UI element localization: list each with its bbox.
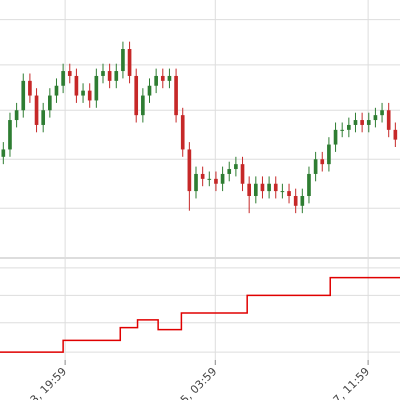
x-tick-label: 7, 11:59 [331, 365, 373, 400]
candle-body [187, 149, 192, 192]
candle-body [366, 120, 371, 125]
candle-body [353, 120, 358, 125]
candle-body [141, 95, 145, 116]
candle-body [174, 75, 178, 116]
step-line [0, 276, 400, 353]
candle-body [320, 159, 325, 165]
candle-body [393, 129, 398, 140]
candle-body [121, 49, 125, 72]
candle-body [81, 90, 85, 96]
candle-body [220, 173, 225, 184]
candle-body [74, 75, 79, 96]
candle-body [300, 196, 305, 206]
candle-body [194, 173, 198, 192]
candle-body [28, 80, 32, 96]
candle-body [114, 71, 119, 81]
candle-body [48, 95, 52, 111]
candle-body [87, 90, 92, 101]
candle-body [94, 75, 99, 101]
candle-body [54, 85, 59, 96]
candle-body [14, 110, 19, 121]
candle-body [134, 75, 139, 116]
candle-body [154, 75, 158, 86]
candle-body [287, 191, 291, 196]
candle-body [234, 164, 238, 170]
candle-body [386, 110, 391, 130]
candle-body [307, 173, 311, 196]
candle-body [214, 178, 218, 184]
candle-body [373, 115, 378, 121]
candle-body [260, 183, 265, 192]
candle-body [293, 196, 298, 206]
candle-body [147, 85, 152, 96]
candle-body [253, 183, 258, 196]
candle-body [160, 75, 165, 81]
candle-body [127, 49, 132, 76]
candle-body [34, 95, 39, 125]
candle-body [340, 129, 345, 131]
x-tick-label: 3, 19:59 [28, 365, 70, 400]
candle-body [1, 149, 6, 157]
candle-body [240, 164, 245, 184]
candle-body [8, 120, 12, 150]
candle-body [41, 110, 46, 125]
candle-body [327, 144, 331, 165]
candle-body [61, 71, 65, 86]
candle-body [227, 169, 232, 174]
candle-body [267, 183, 271, 192]
candle-body [21, 80, 26, 111]
candle-body [273, 183, 278, 192]
candle-body [107, 71, 112, 81]
candle-body [167, 75, 172, 81]
candle-body [207, 178, 212, 180]
x-tick-label: 5, 03:59 [178, 365, 220, 400]
candle-body [247, 183, 251, 196]
candle-body [200, 173, 205, 179]
candle-body [280, 191, 285, 193]
candle-body [67, 71, 72, 76]
candle-body [360, 120, 364, 125]
candle-body [180, 115, 185, 150]
candle-body [333, 129, 338, 145]
candle-body [101, 71, 105, 76]
candle-body [380, 110, 384, 116]
candle-body [313, 159, 318, 174]
candle-body [347, 124, 351, 130]
